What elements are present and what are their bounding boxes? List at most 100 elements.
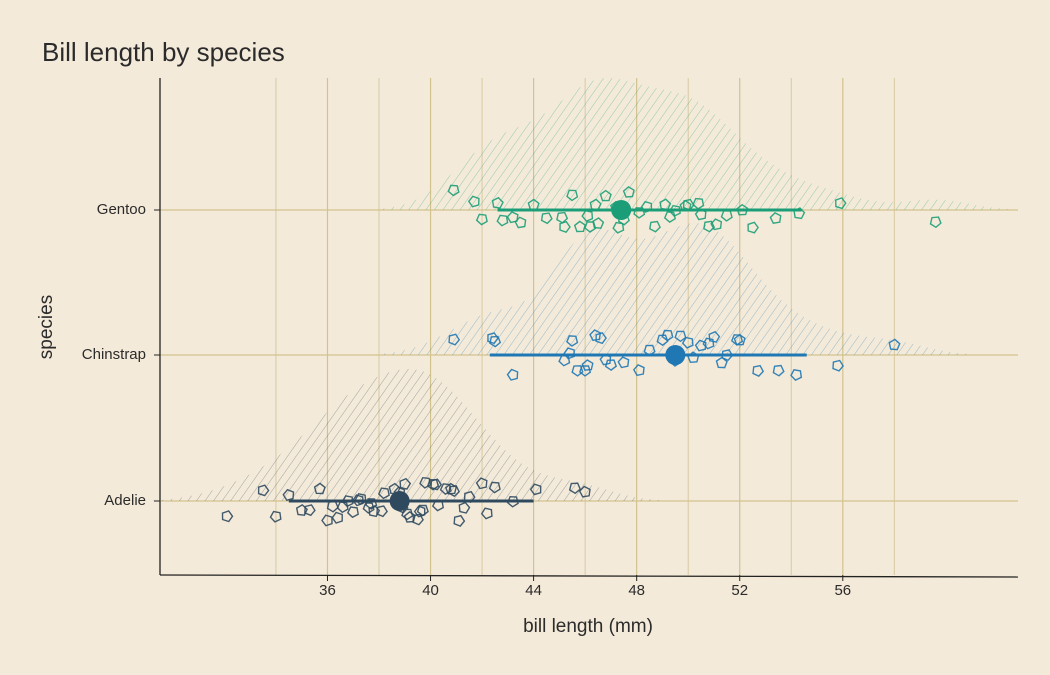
point — [458, 501, 471, 514]
x-tick-label: 48 — [628, 582, 645, 599]
point — [444, 482, 457, 495]
point — [488, 481, 501, 494]
point — [790, 369, 803, 381]
point — [352, 494, 364, 507]
point — [661, 329, 674, 342]
y-tick-label: Adelie — [104, 492, 146, 509]
point — [659, 198, 672, 211]
point — [834, 197, 847, 210]
point — [556, 211, 569, 224]
point — [399, 477, 412, 490]
point — [681, 336, 694, 349]
point — [793, 207, 806, 220]
point — [772, 364, 785, 377]
point — [496, 214, 509, 227]
point — [529, 483, 542, 496]
point — [617, 356, 630, 369]
point — [599, 353, 612, 366]
point — [346, 506, 359, 519]
x-tick-label: 40 — [422, 582, 439, 599]
point — [622, 186, 635, 198]
point — [321, 514, 333, 527]
x-tick-label: 56 — [834, 582, 851, 599]
point — [563, 347, 575, 360]
point — [649, 220, 661, 233]
point — [431, 499, 444, 512]
point — [566, 189, 579, 202]
x-axis-label: bill length (mm) — [523, 616, 653, 637]
point — [354, 493, 367, 506]
point — [599, 189, 612, 202]
point — [540, 212, 553, 225]
point — [514, 216, 527, 229]
x-axis — [159, 574, 1019, 578]
point — [506, 495, 519, 508]
point — [581, 209, 594, 222]
point — [341, 495, 354, 508]
point — [721, 349, 734, 362]
point — [566, 335, 579, 347]
point — [558, 354, 571, 367]
mean — [665, 345, 686, 365]
point — [929, 216, 942, 229]
y-tick-label: Chinstrap — [82, 346, 146, 363]
point — [573, 220, 586, 233]
density — [149, 369, 660, 501]
point — [447, 184, 460, 197]
point — [832, 359, 844, 372]
point — [377, 487, 390, 500]
point — [475, 477, 488, 490]
point — [640, 200, 653, 213]
point — [679, 199, 692, 212]
point — [632, 364, 645, 377]
point — [694, 208, 707, 221]
point — [612, 221, 625, 234]
point — [336, 501, 349, 514]
point — [682, 198, 695, 211]
point — [747, 221, 759, 234]
point — [257, 484, 270, 497]
point — [733, 333, 746, 346]
y-tick-label: Gentoo — [97, 201, 146, 218]
x-tick-label: 52 — [731, 582, 748, 599]
point — [480, 507, 493, 520]
point — [448, 333, 461, 346]
point — [416, 504, 429, 517]
point — [668, 204, 681, 217]
point — [595, 331, 607, 345]
point — [752, 364, 765, 377]
point — [633, 207, 646, 219]
point — [715, 356, 728, 369]
point — [489, 335, 502, 348]
point — [694, 339, 707, 352]
point — [439, 483, 452, 495]
point — [491, 196, 504, 209]
point — [412, 513, 424, 526]
point — [592, 217, 605, 229]
point — [362, 502, 375, 514]
density — [376, 223, 970, 355]
point — [527, 198, 540, 211]
point — [559, 220, 571, 234]
point — [581, 359, 594, 371]
point — [448, 485, 460, 498]
point — [769, 212, 782, 224]
point — [487, 332, 499, 345]
point — [331, 511, 343, 524]
point — [326, 500, 339, 513]
chart-title: Bill length by species — [42, 37, 285, 67]
point — [663, 211, 676, 223]
point — [506, 368, 519, 381]
point — [710, 218, 723, 231]
y-axis-label: species — [36, 295, 57, 359]
point — [419, 476, 432, 489]
mean — [389, 491, 410, 511]
point — [269, 510, 282, 523]
point — [282, 488, 295, 502]
point — [376, 505, 388, 518]
mean — [611, 200, 632, 220]
point — [708, 330, 721, 343]
x-tick-label: 36 — [319, 582, 336, 599]
point — [295, 504, 308, 516]
density — [376, 78, 1011, 210]
